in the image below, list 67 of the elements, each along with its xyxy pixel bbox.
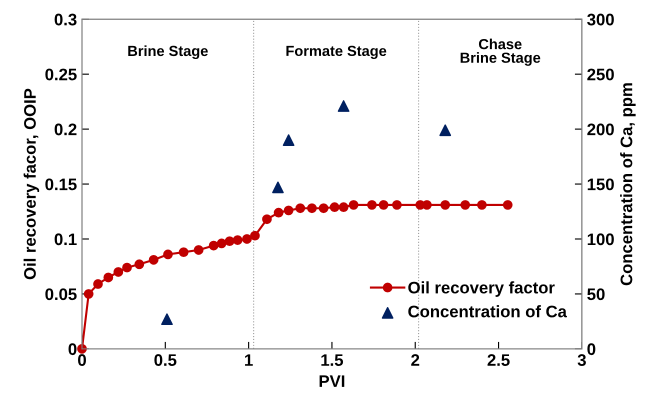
point <box>282 134 294 146</box>
point <box>134 259 144 270</box>
point <box>161 313 173 326</box>
point <box>113 267 124 277</box>
point <box>232 235 242 245</box>
point <box>318 203 328 214</box>
point <box>460 200 470 210</box>
y2-tick-label: 50 <box>587 288 605 300</box>
annotation: Chase Brine Stage <box>460 38 540 66</box>
y2-tick-label: 100 <box>588 233 614 246</box>
point <box>148 255 159 265</box>
point <box>477 200 487 210</box>
x-tick-label: 1 <box>245 354 253 366</box>
y-tick-label: 0.25 <box>45 68 77 80</box>
point <box>216 238 226 248</box>
y-tick-label: 0 <box>68 343 76 356</box>
x-tick-label: 0.5 <box>154 354 176 366</box>
point <box>440 200 450 210</box>
x-tick-label: 2 <box>411 354 420 366</box>
x-axis-title: PVI <box>320 375 344 387</box>
point <box>103 272 114 282</box>
point <box>348 200 358 210</box>
x-tick-label: 1.5 <box>321 354 344 366</box>
point <box>93 279 103 289</box>
point <box>422 200 432 210</box>
annotation: Brine Stage <box>128 45 208 60</box>
legend-label: Concentration of Ca <box>408 305 567 318</box>
y2-tick-label: 250 <box>587 68 614 80</box>
point <box>338 100 350 112</box>
point <box>338 202 348 212</box>
legend-label: Oil recovery factor <box>408 281 555 297</box>
annotation: Formate Stage <box>286 46 386 60</box>
y-tick-label: 0.15 <box>45 178 77 190</box>
point <box>242 234 252 244</box>
point <box>439 124 452 136</box>
point <box>367 200 377 210</box>
point <box>330 202 340 212</box>
y2-axis-title: Concentration of Ca, ppm <box>620 83 636 286</box>
y2-tick-label: 0 <box>587 343 596 356</box>
y-tick-label: 0.1 <box>54 233 77 246</box>
point <box>250 230 260 241</box>
point <box>84 289 94 299</box>
point <box>392 200 402 210</box>
point <box>262 214 272 224</box>
x-tick-label: 0 <box>78 354 86 366</box>
point <box>378 200 388 210</box>
point <box>208 240 218 250</box>
y2-tick-label: 300 <box>587 14 614 26</box>
y2-tick-label: 150 <box>588 178 614 190</box>
x-tick-label: 3 <box>578 354 586 366</box>
point <box>194 245 204 255</box>
y-tick-label: 0.05 <box>45 288 77 300</box>
y-tick-label: 0.2 <box>54 124 76 136</box>
point <box>178 247 188 258</box>
point <box>502 200 513 210</box>
point <box>163 250 173 260</box>
point <box>122 262 132 272</box>
y-tick-label: 0.3 <box>54 14 77 26</box>
point <box>295 203 306 214</box>
y2-tick-label: 200 <box>587 124 614 136</box>
point <box>224 236 234 246</box>
x-tick-label: 2.5 <box>488 354 510 366</box>
point <box>284 206 294 216</box>
point <box>307 203 317 214</box>
point <box>274 208 284 218</box>
point <box>272 182 284 194</box>
y-axis-title: Oil recovery facor, OOIP <box>24 88 40 280</box>
